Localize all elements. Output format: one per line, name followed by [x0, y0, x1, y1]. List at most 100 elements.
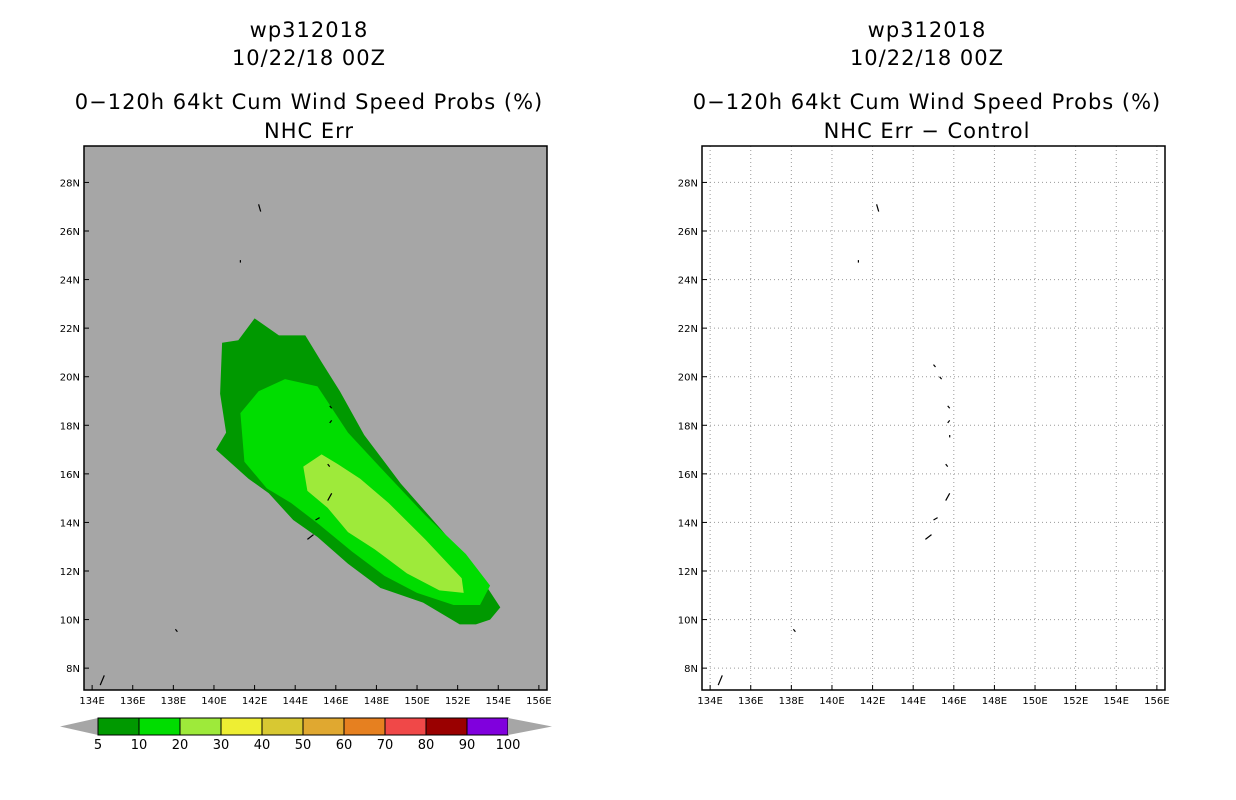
- x-tick-label: 142E: [242, 696, 267, 707]
- x-tick-label: 140E: [201, 696, 226, 707]
- island-outline: [327, 463, 331, 467]
- colorbar-under-arrow: [60, 718, 98, 735]
- colorbar-over-arrow: [508, 718, 552, 735]
- island-outline: [717, 675, 723, 686]
- probability-map: 134E 136E 138E 140E 142E 144E 146E 148E 150E 152E…: [60, 145, 552, 753]
- island-outline: [307, 534, 314, 540]
- island-outline: [945, 463, 949, 467]
- y-tick-label: 22N: [678, 324, 698, 335]
- island-outline: [327, 493, 333, 501]
- x-tick-label: 136E: [738, 696, 763, 707]
- left-panel: wp312018 10/22/18 00Z 0−120h 64kt Cum Wi…: [60, 18, 552, 753]
- colorbar-bin: [384, 717, 427, 736]
- y-tick-label: 12N: [60, 567, 80, 578]
- island-outline: [792, 628, 796, 633]
- plot-background: [702, 146, 1165, 690]
- colorbar-bin: [138, 717, 181, 736]
- x-tick-label: 138E: [779, 696, 804, 707]
- colorbar-label: 80: [418, 738, 435, 753]
- x-tick-label: 146E: [941, 696, 966, 707]
- y-tick-label: 20N: [60, 373, 80, 384]
- colorbar-bin: [220, 717, 263, 736]
- y-tick-label: 26N: [678, 227, 698, 238]
- x-tick-label: 156E: [1144, 696, 1169, 707]
- x-tick-label: 156E: [526, 696, 551, 707]
- island-outline: [876, 204, 880, 212]
- x-tick-label: 154E: [486, 696, 511, 707]
- y-tick-label: 12N: [678, 567, 698, 578]
- contour-20-percent: [303, 454, 464, 593]
- island-outline: [945, 493, 951, 501]
- storm-id: wp312018: [867, 18, 987, 42]
- x-tick-label: 150E: [1022, 696, 1047, 707]
- plot-frame: [83, 145, 548, 691]
- x-tick-label: 134E: [79, 696, 104, 707]
- product-title: 0−120h 64kt Cum Wind Speed Probs (%): [74, 90, 544, 114]
- product-subtitle: NHC Err: [263, 119, 354, 143]
- plot-frame: [701, 145, 1166, 691]
- island-outline: [329, 420, 333, 424]
- island-outline: [933, 517, 938, 521]
- y-tick-label: 18N: [60, 421, 80, 432]
- y-tick-label: 10N: [678, 616, 698, 627]
- y-tick-label: 28N: [678, 178, 698, 189]
- colorbar-label: 10: [131, 738, 148, 753]
- right-panel: wp312018 10/22/18 00Z 0−120h 64kt Cum Wi…: [618, 0, 1236, 800]
- storm-id: wp312018: [249, 18, 369, 42]
- island-outline: [258, 204, 262, 212]
- y-tick-label: 14N: [60, 518, 80, 529]
- colorbar-bin: [179, 717, 222, 736]
- x-tick-label: 152E: [445, 696, 470, 707]
- y-tick-label: 16N: [678, 470, 698, 481]
- colorbar-bin: [466, 717, 509, 736]
- island-outline: [947, 405, 951, 409]
- y-tick-label: 8N: [684, 664, 698, 675]
- x-tick-label: 148E: [982, 696, 1007, 707]
- x-tick-label: 154E: [1104, 696, 1129, 707]
- island-outline: [329, 405, 333, 409]
- x-tick-label: 136E: [120, 696, 145, 707]
- colorbar-bin: [261, 717, 304, 736]
- product-subtitle: NHC Err − Control: [823, 119, 1031, 143]
- colorbar-label: 70: [377, 738, 394, 753]
- island-outline: [925, 534, 932, 540]
- colorbar-label: 90: [459, 738, 476, 753]
- y-tick-label: 8N: [66, 664, 80, 675]
- island-outline: [315, 517, 320, 521]
- colorbar-bin: [302, 717, 345, 736]
- colorbar-label: 100: [496, 738, 521, 753]
- x-tick-label: 146E: [323, 696, 348, 707]
- y-tick-label: 28N: [60, 178, 80, 189]
- x-tick-label: 148E: [364, 696, 389, 707]
- datetime: 10/22/18 00Z: [849, 46, 1005, 70]
- x-tick-label: 142E: [860, 696, 885, 707]
- y-tick-label: 24N: [60, 276, 80, 287]
- colorbar-label: 40: [254, 738, 271, 753]
- y-tick-label: 18N: [678, 421, 698, 432]
- colorbar-label: 5: [94, 738, 102, 753]
- colorbar-bin: [425, 717, 468, 736]
- x-tick-label: 150E: [404, 696, 429, 707]
- island-outline: [947, 420, 951, 424]
- x-tick-label: 134E: [697, 696, 722, 707]
- x-tick-label: 144E: [282, 696, 307, 707]
- colorbar-bin: [97, 717, 140, 736]
- colorbar-label: 20: [172, 738, 189, 753]
- product-title: 0−120h 64kt Cum Wind Speed Probs (%): [692, 90, 1162, 114]
- y-tick-label: 24N: [678, 276, 698, 287]
- y-tick-label: 14N: [678, 518, 698, 529]
- y-tick-label: 22N: [60, 324, 80, 335]
- colorbar-label: 60: [336, 738, 353, 753]
- colorbar-bin: [343, 717, 386, 736]
- island-outline: [174, 628, 178, 633]
- y-tick-label: 16N: [60, 470, 80, 481]
- island-outline: [99, 675, 105, 686]
- x-tick-label: 138E: [161, 696, 186, 707]
- x-tick-label: 140E: [819, 696, 844, 707]
- island-outline: [933, 364, 936, 368]
- y-tick-label: 20N: [678, 373, 698, 384]
- y-tick-label: 26N: [60, 227, 80, 238]
- x-tick-label: 152E: [1063, 696, 1088, 707]
- y-tick-label: 10N: [60, 616, 80, 627]
- difference-map: 134E 136E 138E 140E 142E 144E 146E 148E 150E 152E…: [678, 145, 1170, 707]
